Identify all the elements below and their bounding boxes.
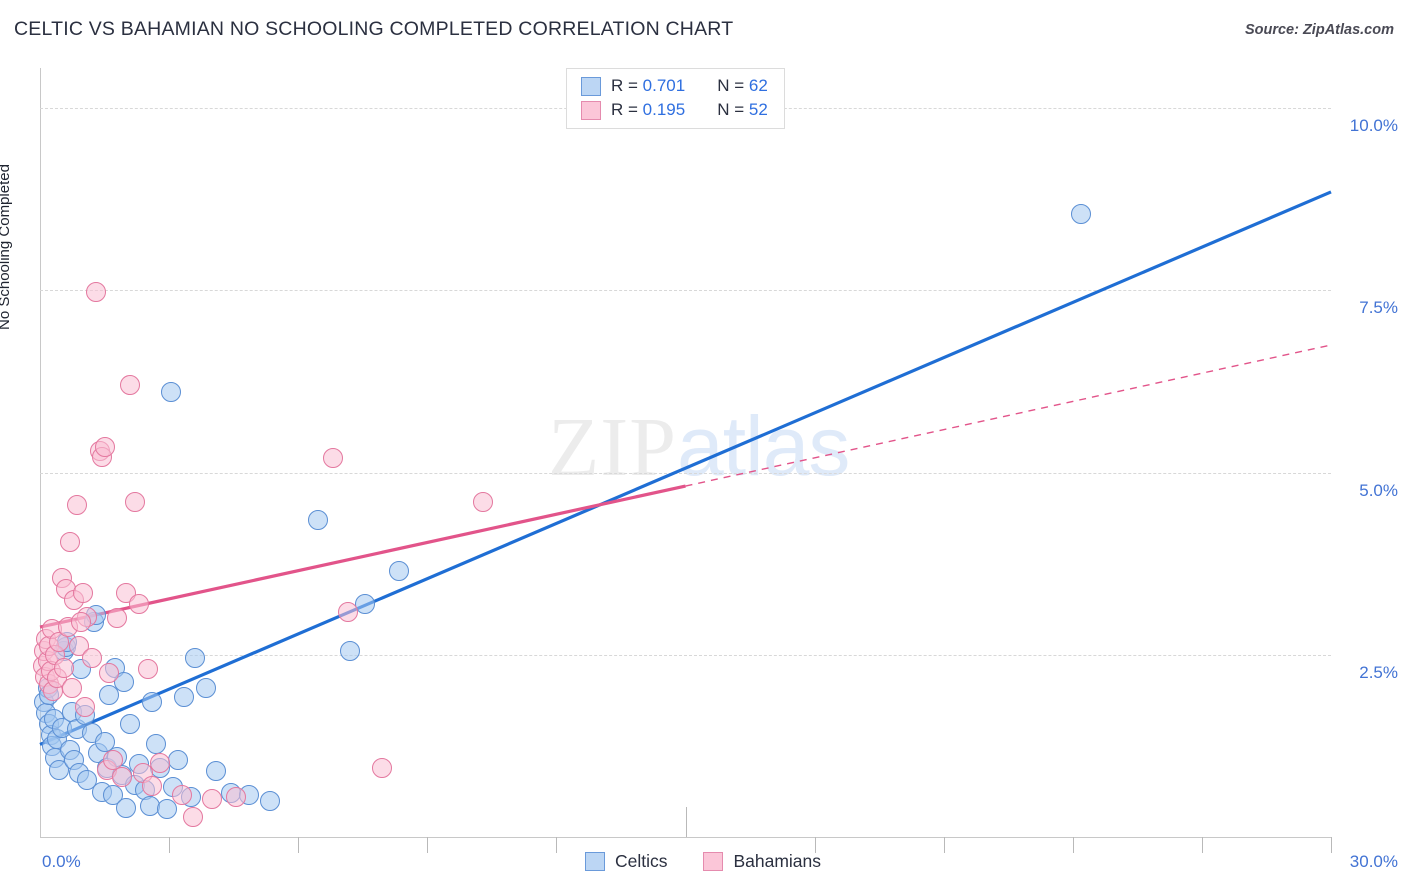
data-point-bahamians[interactable] bbox=[120, 375, 141, 396]
legend-n-celtics: N = 62 bbox=[717, 76, 768, 96]
series-legend: Celtics Bahamians bbox=[0, 851, 1406, 872]
data-point-bahamians[interactable] bbox=[473, 491, 494, 512]
legend-swatch-bahamians bbox=[581, 100, 601, 120]
x-axis-line bbox=[40, 837, 1331, 838]
data-point-bahamians[interactable] bbox=[94, 437, 115, 458]
data-point-bahamians[interactable] bbox=[62, 677, 83, 698]
data-point-bahamians[interactable] bbox=[73, 582, 94, 603]
series-swatch-celtics bbox=[584, 852, 605, 871]
data-point-bahamians[interactable] bbox=[98, 662, 119, 683]
data-point-bahamians[interactable] bbox=[337, 602, 358, 623]
legend-r-celtics: R = 0.701 bbox=[611, 76, 685, 96]
data-point-celtics[interactable] bbox=[1071, 203, 1092, 224]
data-point-celtics[interactable] bbox=[161, 382, 182, 403]
x-axis-tick bbox=[943, 837, 945, 853]
r-key-celtics: R = bbox=[611, 76, 643, 95]
data-point-celtics[interactable] bbox=[156, 799, 177, 820]
data-point-celtics[interactable] bbox=[195, 677, 216, 698]
trendline-celtics bbox=[39, 190, 1332, 746]
series-legend-item-bahamians[interactable]: Bahamians bbox=[703, 851, 821, 872]
x-axis-tick bbox=[814, 837, 816, 853]
series-swatch-bahamians bbox=[703, 852, 724, 871]
legend-row-celtics: R = 0.701 N = 62 bbox=[581, 76, 768, 96]
data-point-celtics[interactable] bbox=[260, 790, 281, 811]
trendline-bahamians bbox=[685, 344, 1332, 487]
gridline bbox=[40, 290, 1331, 292]
data-point-bahamians[interactable] bbox=[70, 611, 91, 632]
source-label: Source: ZipAtlas.com bbox=[1244, 22, 1394, 38]
data-point-bahamians[interactable] bbox=[85, 281, 106, 302]
data-point-celtics[interactable] bbox=[339, 641, 360, 662]
data-point-celtics[interactable] bbox=[184, 648, 205, 669]
data-point-celtics[interactable] bbox=[389, 560, 410, 581]
data-point-celtics[interactable] bbox=[307, 509, 328, 530]
y-axis-tick-label: 5.0% bbox=[1359, 480, 1398, 500]
data-point-bahamians[interactable] bbox=[107, 608, 128, 629]
legend-row-bahamians: R = 0.195 N = 52 bbox=[581, 100, 768, 120]
x-axis-tick bbox=[1201, 837, 1203, 853]
data-point-bahamians[interactable] bbox=[322, 447, 343, 468]
x-axis-tick bbox=[169, 837, 171, 853]
x-axis-min-label: 0.0% bbox=[42, 852, 81, 871]
data-point-bahamians[interactable] bbox=[182, 806, 203, 827]
data-point-celtics[interactable] bbox=[146, 733, 167, 754]
data-point-bahamians[interactable] bbox=[66, 495, 87, 516]
y-axis-line bbox=[40, 68, 41, 837]
data-point-bahamians[interactable] bbox=[53, 657, 74, 678]
data-point-bahamians[interactable] bbox=[124, 491, 145, 512]
data-point-celtics[interactable] bbox=[120, 714, 141, 735]
data-point-celtics[interactable] bbox=[206, 761, 227, 782]
n-value-bahamians: 52 bbox=[748, 100, 768, 119]
data-point-bahamians[interactable] bbox=[60, 531, 81, 552]
gridline bbox=[40, 472, 1331, 474]
y-axis-title: No Schooling Completed bbox=[0, 164, 13, 330]
y-axis-tick-label: 10.0% bbox=[1349, 116, 1398, 136]
y-axis-tick-label: 2.5% bbox=[1359, 662, 1398, 682]
data-point-celtics[interactable] bbox=[174, 687, 195, 708]
x-axis-tick bbox=[556, 837, 558, 853]
plot-area: ZIPatlas bbox=[33, 68, 1332, 837]
data-point-bahamians[interactable] bbox=[150, 752, 171, 773]
r-key-bahamians: R = bbox=[611, 100, 643, 119]
correlation-legend: R = 0.701 N = 62 R = 0.195 N = 52 bbox=[566, 68, 785, 129]
legend-r-bahamians: R = 0.195 bbox=[611, 100, 685, 120]
trendlines bbox=[39, 190, 1332, 746]
data-point-bahamians[interactable] bbox=[81, 648, 102, 669]
gridline bbox=[40, 654, 1331, 656]
x-axis-tick bbox=[427, 837, 429, 853]
n-value-celtics: 62 bbox=[748, 76, 768, 95]
series-legend-item-celtics[interactable]: Celtics bbox=[584, 851, 668, 872]
data-point-bahamians[interactable] bbox=[137, 659, 158, 680]
data-point-bahamians[interactable] bbox=[372, 757, 393, 778]
r-value-celtics: 0.701 bbox=[642, 76, 686, 95]
data-point-celtics[interactable] bbox=[354, 593, 375, 614]
n-key-bahamians: N = bbox=[717, 100, 749, 119]
series-label-celtics: Celtics bbox=[614, 851, 668, 871]
x-axis-tick bbox=[1331, 837, 1332, 853]
x-axis-tick bbox=[298, 837, 300, 853]
x-axis-tick bbox=[1072, 837, 1074, 853]
data-point-celtics[interactable] bbox=[77, 770, 98, 791]
data-point-bahamians[interactable] bbox=[202, 789, 223, 810]
data-point-celtics[interactable] bbox=[113, 672, 134, 693]
legend-swatch-celtics bbox=[581, 76, 601, 96]
x-axis-tick bbox=[685, 807, 687, 837]
data-point-celtics[interactable] bbox=[141, 692, 162, 713]
y-axis-tick-label: 7.5% bbox=[1359, 298, 1398, 318]
data-point-celtics[interactable] bbox=[94, 732, 115, 753]
data-point-bahamians[interactable] bbox=[75, 697, 96, 718]
data-point-bahamians[interactable] bbox=[128, 593, 149, 614]
data-point-bahamians[interactable] bbox=[225, 786, 246, 807]
n-key-celtics: N = bbox=[717, 76, 749, 95]
legend-n-bahamians: N = 52 bbox=[717, 100, 768, 120]
series-label-bahamians: Bahamians bbox=[733, 851, 822, 871]
data-point-bahamians[interactable] bbox=[141, 775, 162, 796]
data-point-bahamians[interactable] bbox=[111, 767, 132, 788]
data-point-celtics[interactable] bbox=[98, 684, 119, 705]
r-value-bahamians: 0.195 bbox=[642, 100, 686, 119]
data-point-bahamians[interactable] bbox=[172, 784, 192, 805]
x-axis-max-label: 30.0% bbox=[1349, 852, 1398, 871]
page-title: CELTIC VS BAHAMIAN NO SCHOOLING COMPLETE… bbox=[14, 18, 734, 40]
data-point-celtics[interactable] bbox=[116, 797, 137, 818]
